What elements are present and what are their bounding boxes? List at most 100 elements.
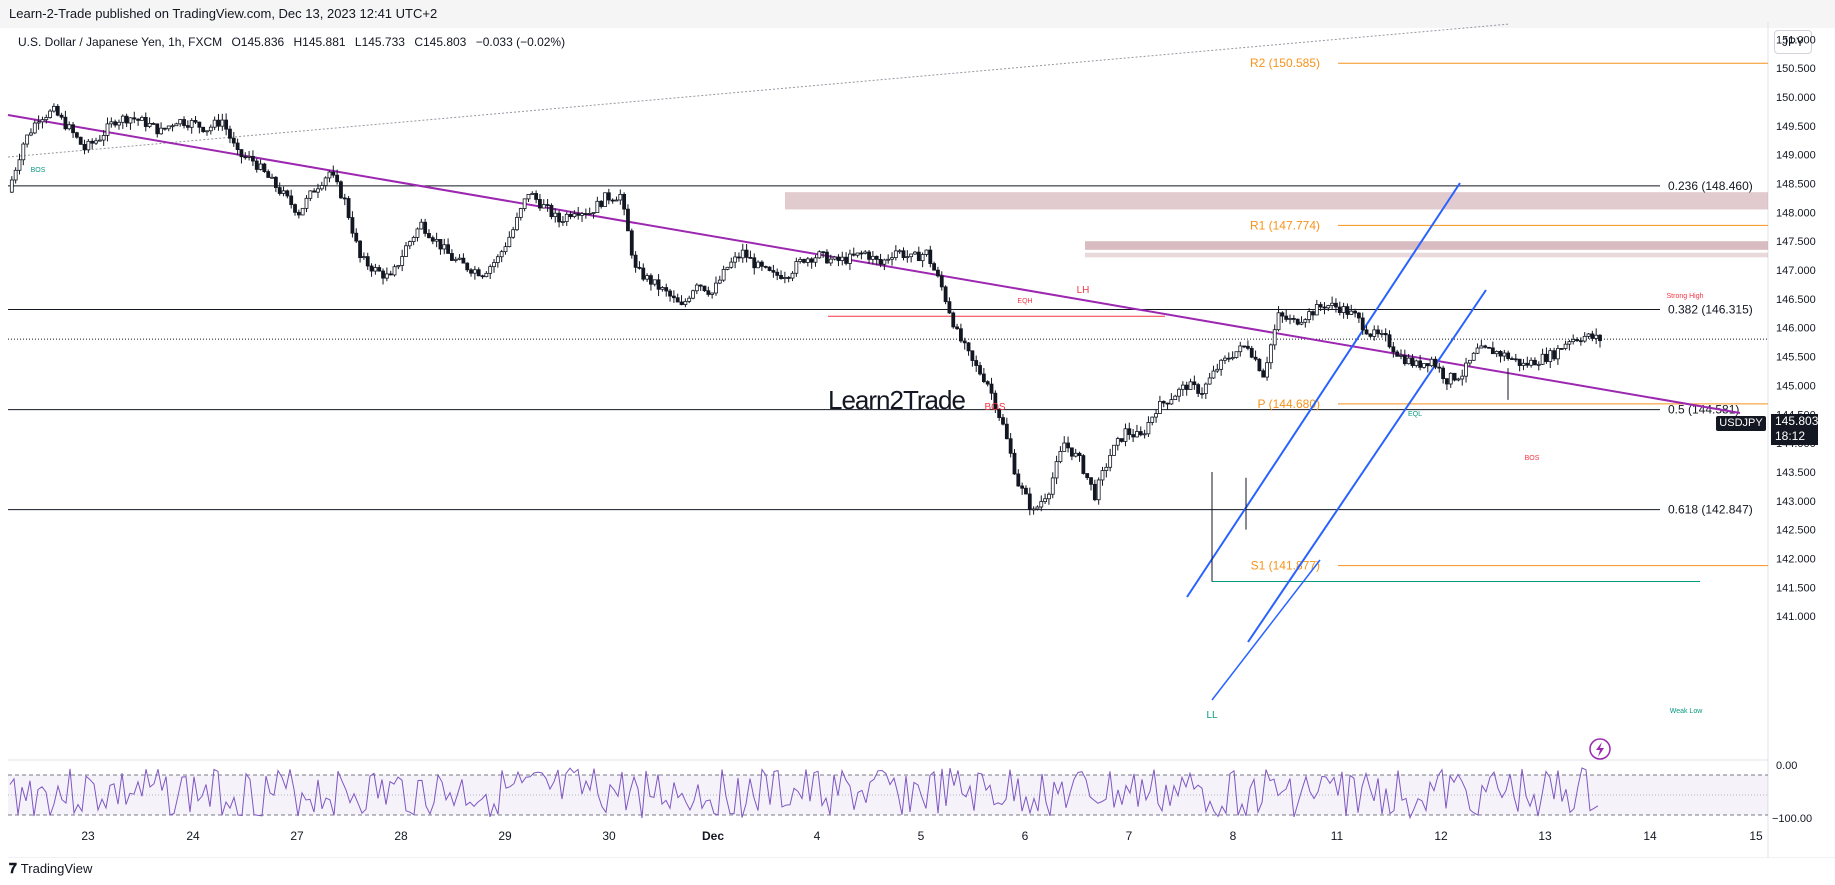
candle-body <box>78 136 83 145</box>
candle-body <box>794 261 799 274</box>
candle-body <box>828 258 833 264</box>
candle-body <box>1337 306 1342 313</box>
candle-body <box>568 213 573 218</box>
smc-annotation: BOS <box>31 167 46 174</box>
candle-body <box>553 212 558 218</box>
candle-body <box>1169 399 1174 405</box>
candle-body <box>1307 311 1312 320</box>
candle-body <box>836 256 841 261</box>
supply-zone-lower-band <box>1085 252 1768 258</box>
candle-body <box>1525 362 1530 366</box>
x-axis-tick: 24 <box>186 829 200 843</box>
candle-body <box>989 383 994 394</box>
smc-annotation: Strong High <box>1667 293 1704 300</box>
candle-body <box>1077 452 1082 456</box>
candle-body <box>1510 358 1514 360</box>
candle-body <box>867 251 871 260</box>
candle-body <box>1127 428 1132 435</box>
candle-body <box>970 350 975 361</box>
candle-body <box>1265 362 1269 378</box>
candle-body <box>1211 370 1216 379</box>
candle-body <box>1096 479 1101 501</box>
candle-body <box>1226 357 1231 360</box>
candle-body <box>610 199 615 202</box>
candle-body <box>105 123 110 136</box>
candle-body <box>1058 451 1063 463</box>
candle-body <box>465 262 470 271</box>
pivot-label: R1 (147.774) <box>1250 218 1320 232</box>
candle-body <box>1069 447 1074 457</box>
y-axis-tick: 143.500 <box>1776 467 1816 479</box>
candle-body <box>1376 329 1380 335</box>
candle-body <box>870 255 875 260</box>
symbol-price-label: USDJPY <box>1716 416 1766 431</box>
candle-body <box>1219 359 1224 370</box>
candle-body <box>1456 378 1461 381</box>
oscillator-line <box>9 767 1599 820</box>
candle-body <box>652 279 657 285</box>
candle-body <box>737 256 741 259</box>
x-axis-tick: 14 <box>1643 829 1657 843</box>
candle-body <box>809 258 814 263</box>
candle-body <box>641 267 646 280</box>
candle-body <box>599 200 604 207</box>
candle-body <box>614 199 619 202</box>
candle-body <box>392 266 397 276</box>
candle-body <box>1062 442 1067 452</box>
candle-body <box>825 251 829 264</box>
supply-zone-lower <box>1085 241 1768 250</box>
candle-body <box>71 124 75 134</box>
oscillator-tick: −100.00 <box>1772 813 1812 825</box>
y-axis-tick: 146.500 <box>1776 294 1816 306</box>
candle-body <box>178 119 183 125</box>
candle-body <box>1556 348 1560 360</box>
supply-zone-upper <box>785 192 1768 210</box>
candle-body <box>962 340 967 344</box>
candle-body <box>698 284 703 287</box>
candle-body <box>1272 329 1277 346</box>
candle-body <box>564 213 569 222</box>
candle-body <box>205 130 209 133</box>
candle-body <box>289 195 294 205</box>
candle-body <box>488 266 493 274</box>
candle-body <box>354 232 359 242</box>
candle-body <box>694 284 699 292</box>
candle-body <box>281 190 286 194</box>
candle-body <box>128 117 133 124</box>
candle-body <box>1165 402 1170 405</box>
bar-countdown: 18:12 <box>1775 429 1806 443</box>
candle-body <box>1249 347 1254 358</box>
candle-body <box>897 250 902 253</box>
candle-body <box>1586 333 1591 337</box>
currency-button[interactable]: JPY <box>1774 30 1812 54</box>
candle-body <box>1445 378 1449 385</box>
candle-body <box>1429 358 1434 367</box>
fib-level-label: 0.382 (146.315) <box>1668 303 1753 317</box>
candle-body <box>1548 350 1553 362</box>
candle-body <box>817 251 822 259</box>
y-axis-tick: 148.500 <box>1776 179 1816 191</box>
candle-body <box>140 116 144 121</box>
ohlc-high: H145.881 <box>293 35 346 49</box>
tradingview-logo[interactable]: 𝟕 TradingView <box>9 860 92 877</box>
ohlc-close: C145.803 <box>414 35 467 49</box>
smc-annotation: BOS <box>1525 455 1540 462</box>
y-axis-tick: 151.000 <box>1776 34 1816 46</box>
candle-body <box>1031 508 1036 511</box>
pivot-label: S1 (141.877) <box>1251 559 1320 573</box>
ohlc-change: −0.033 (−0.02%) <box>475 35 566 49</box>
candle-body <box>1238 345 1243 353</box>
symbol-legend[interactable]: U.S. Dollar / Japanese Yen, 1h, FXCM O14… <box>18 35 571 49</box>
candle-body <box>461 257 466 264</box>
candle-body <box>882 259 887 265</box>
candle-body <box>1146 422 1151 435</box>
candle-body <box>1188 381 1193 390</box>
candle-body <box>1154 413 1158 418</box>
y-axis-tick: 149.500 <box>1776 121 1816 133</box>
candle-body <box>1383 333 1388 336</box>
candle-body <box>901 250 906 258</box>
candle-body <box>1360 317 1365 331</box>
candle-body <box>1207 377 1212 385</box>
candle-body <box>94 140 98 144</box>
